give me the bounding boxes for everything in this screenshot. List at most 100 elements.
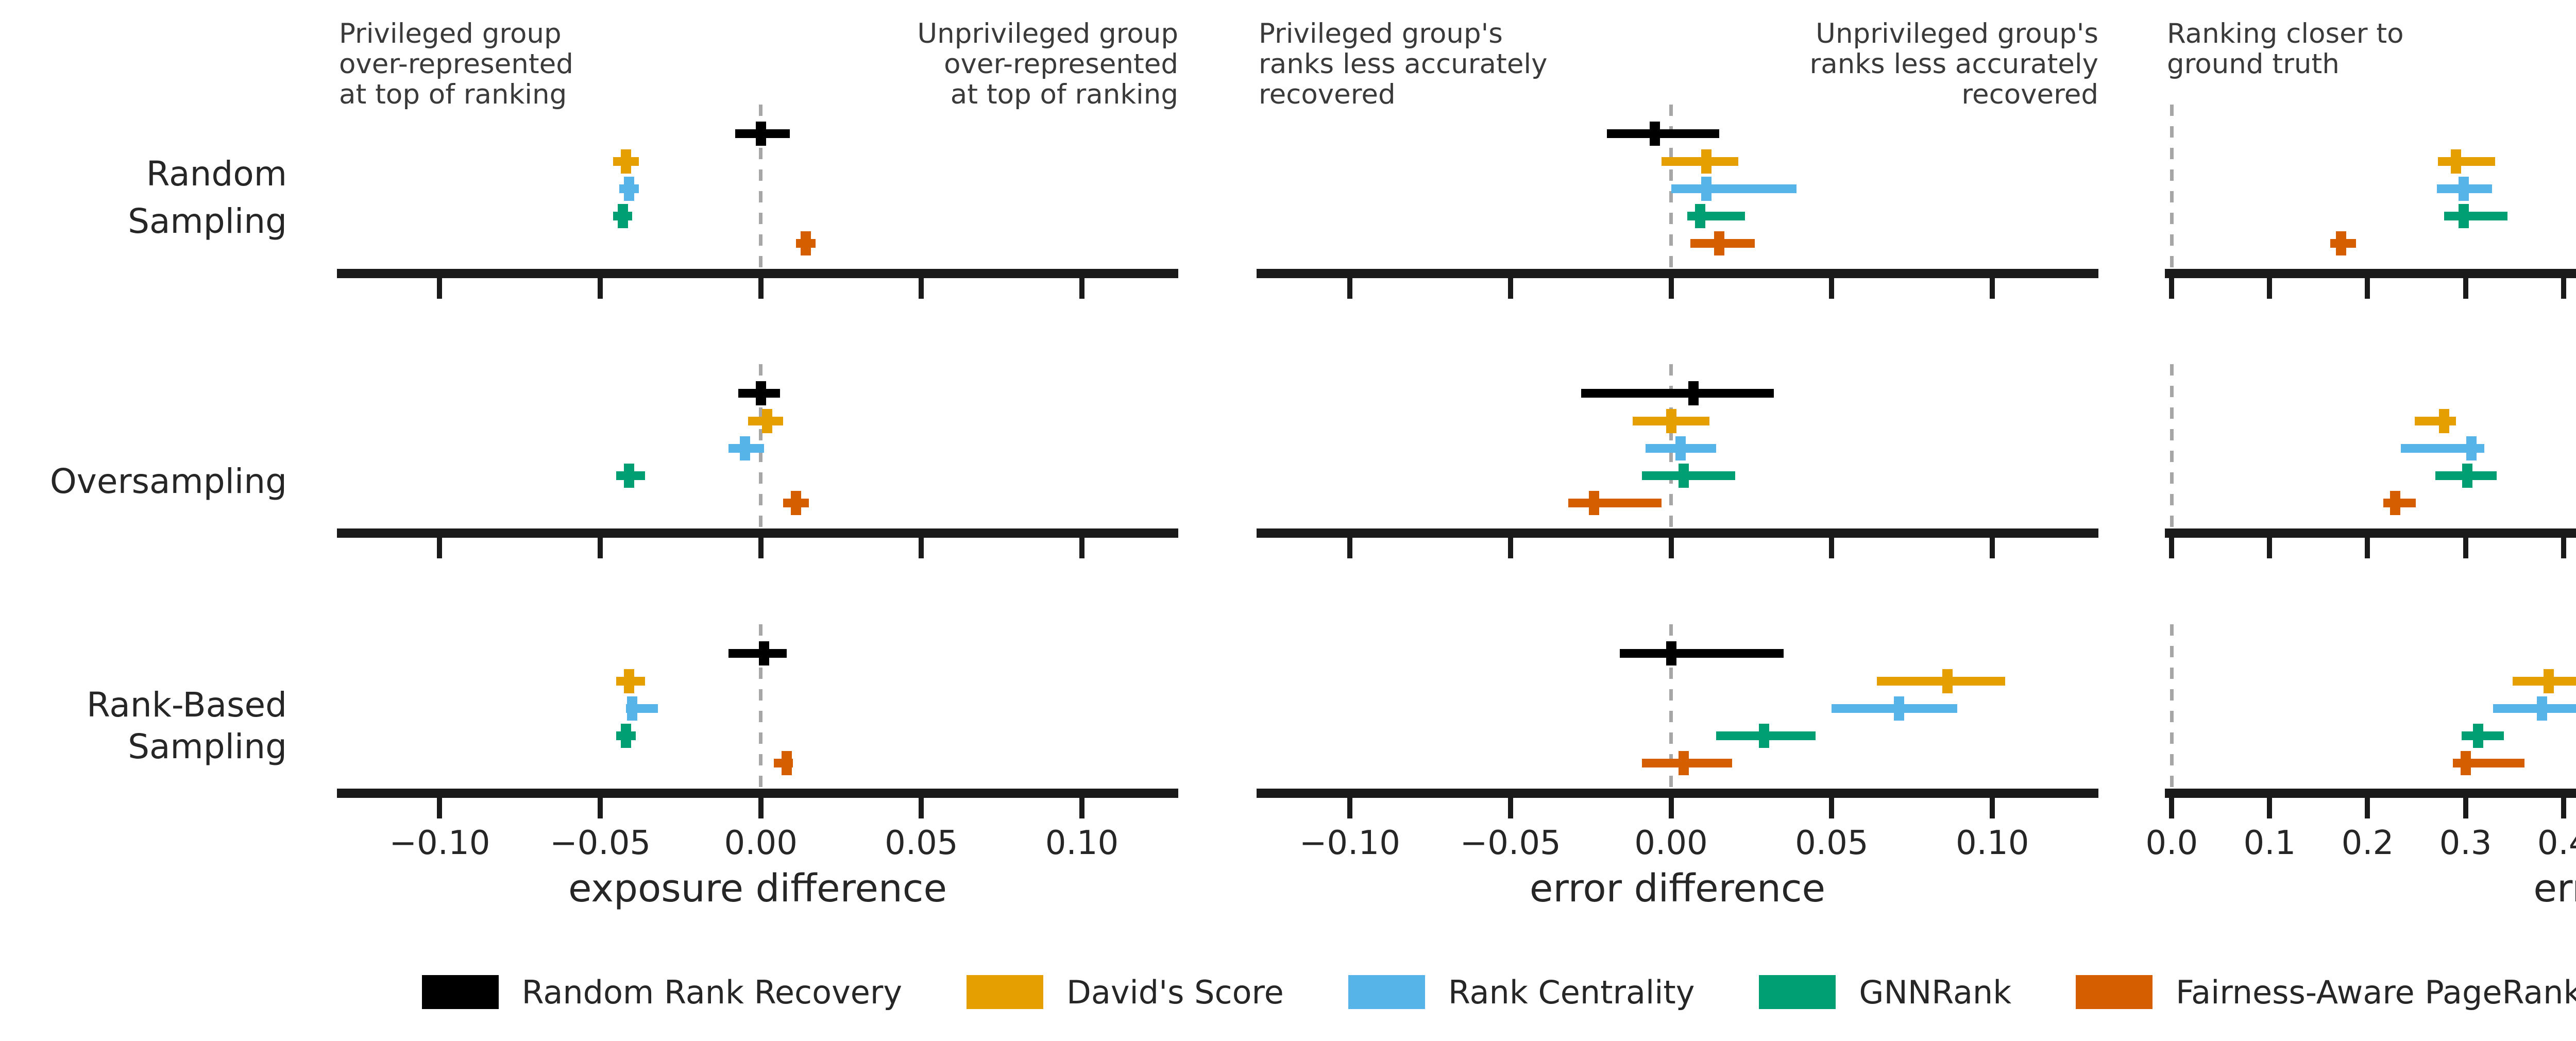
x-axis-tick bbox=[2365, 278, 2370, 299]
x-axis-tick bbox=[2365, 798, 2370, 818]
row-label-random: Random bbox=[146, 154, 287, 194]
x-axis-tick bbox=[1990, 278, 1995, 299]
x-axis-tick bbox=[919, 538, 924, 558]
errorbar-random-rank-recovery bbox=[1581, 388, 1774, 398]
point-marker-rank-centrality bbox=[2536, 696, 2547, 721]
x-axis-tick bbox=[1347, 798, 1352, 818]
x-axis-tick bbox=[1347, 278, 1352, 299]
x-tick-label: 0.5 bbox=[2558, 824, 2576, 862]
point-marker-fairness-aware-pagerank bbox=[2460, 750, 2471, 775]
x-axis-tick bbox=[1507, 538, 1513, 558]
legend-label: Fairness-Aware PageRank bbox=[2176, 973, 2576, 1011]
x-axis-spine bbox=[337, 269, 1178, 278]
legend-swatch bbox=[2076, 975, 2153, 1009]
legend: Random Rank Recovery David's Score Rank Ce… bbox=[0, 971, 2576, 1013]
errorbar-gnnrank bbox=[2444, 211, 2508, 220]
x-axis-tick bbox=[1668, 538, 1674, 558]
x-axis-tick bbox=[1079, 798, 1084, 818]
annotation-left-col1: ranks less accurately bbox=[1259, 48, 1548, 80]
point-marker-david-s-score bbox=[762, 408, 773, 433]
annotation-left-col2: Ranking closer to bbox=[2167, 18, 2404, 49]
annotation-left-col0: at top of ranking bbox=[339, 79, 567, 110]
x-axis-tick bbox=[1990, 538, 1995, 558]
point-marker-gnnrank bbox=[2473, 723, 2484, 748]
point-marker-fairness-aware-pagerank bbox=[1714, 231, 1725, 255]
x-axis-tick bbox=[1079, 278, 1084, 299]
annotation-right-col1: recovered bbox=[1961, 79, 2098, 110]
x-axis-tick bbox=[1829, 798, 1835, 818]
point-marker-gnnrank bbox=[2458, 203, 2469, 228]
point-marker-rank-centrality bbox=[739, 436, 750, 460]
annotation-left-col2: ground truth bbox=[2167, 48, 2340, 80]
row-label-sampling: Sampling bbox=[128, 201, 287, 241]
x-axis-tick bbox=[1990, 798, 1995, 818]
point-marker-fairness-aware-pagerank bbox=[1679, 750, 1689, 775]
point-marker-gnnrank bbox=[620, 723, 631, 748]
point-marker-rank-centrality bbox=[1675, 436, 1686, 460]
row-label-sampling: Sampling bbox=[128, 727, 287, 766]
x-tick-label: −0.05 bbox=[550, 824, 651, 862]
x-axis-spine bbox=[2165, 528, 2576, 538]
x-tick-label: 0.10 bbox=[1045, 824, 1119, 862]
zero-reference-line bbox=[2170, 624, 2174, 793]
x-axis-tick bbox=[2169, 798, 2175, 818]
x-axis-label-exposure-difference: exposure difference bbox=[568, 866, 947, 911]
zero-reference-line bbox=[1669, 624, 1673, 793]
legend-swatch bbox=[1759, 975, 1836, 1009]
x-axis-tick bbox=[1507, 798, 1513, 818]
errorbar-random-rank-recovery bbox=[1619, 649, 1784, 658]
x-axis-spine bbox=[337, 789, 1178, 798]
point-marker-random-rank-recovery bbox=[1688, 381, 1699, 405]
x-axis-tick bbox=[1347, 538, 1352, 558]
annotation-right-col0: at top of ranking bbox=[950, 79, 1178, 110]
x-axis-tick bbox=[919, 278, 924, 299]
x-axis-tick bbox=[437, 538, 443, 558]
legend-label: GNNRank bbox=[1859, 973, 2012, 1011]
x-tick-label: −0.10 bbox=[1299, 824, 1400, 862]
x-axis-tick bbox=[2267, 798, 2273, 818]
point-marker-rank-centrality bbox=[1894, 696, 1905, 721]
zero-reference-line bbox=[759, 105, 763, 274]
x-axis-tick bbox=[2169, 538, 2175, 558]
x-tick-label: 0.00 bbox=[724, 824, 798, 862]
x-axis-tick bbox=[2561, 798, 2566, 818]
errorbar-rank-centrality bbox=[2493, 704, 2576, 713]
annotation-right-col2: from ground truth bbox=[2376, 49, 2576, 79]
point-marker-gnnrank bbox=[1679, 463, 1689, 488]
x-axis-tick bbox=[2463, 798, 2468, 818]
annotation-right-col2: Ranking further away bbox=[2376, 19, 2576, 49]
x-axis-tick bbox=[437, 798, 443, 818]
errorbar-random-rank-recovery bbox=[1606, 129, 1720, 138]
x-axis-spine bbox=[1257, 789, 2098, 798]
x-axis-tick bbox=[2267, 278, 2273, 299]
point-marker-random-rank-recovery bbox=[1650, 121, 1660, 146]
legend-label: David's Score bbox=[1066, 973, 1284, 1011]
zero-reference-line bbox=[2170, 105, 2174, 274]
point-marker-david-s-score bbox=[1666, 408, 1676, 433]
point-marker-david-s-score bbox=[2450, 149, 2461, 174]
point-marker-david-s-score bbox=[1942, 669, 1953, 693]
point-marker-david-s-score bbox=[620, 149, 631, 174]
x-axis-tick bbox=[1668, 798, 1674, 818]
x-tick-label: −0.10 bbox=[389, 824, 490, 862]
x-axis-tick bbox=[1079, 538, 1084, 558]
x-axis-tick bbox=[2463, 538, 2468, 558]
annotation-right-col1: ranks less accurately bbox=[1809, 48, 2098, 80]
point-marker-gnnrank bbox=[2462, 463, 2473, 488]
point-marker-david-s-score bbox=[624, 669, 635, 693]
annotation-left-col0: Privileged group bbox=[339, 18, 562, 49]
x-axis-spine bbox=[337, 528, 1178, 538]
errorbar-rank-centrality bbox=[2401, 443, 2484, 453]
legend-item-rank-centrality: Rank Centrality bbox=[1348, 974, 1694, 1011]
errorbar-david-s-score bbox=[1661, 157, 1739, 166]
x-axis-tick bbox=[758, 278, 764, 299]
zero-reference-line bbox=[2170, 364, 2174, 533]
x-axis-tick bbox=[1829, 278, 1835, 299]
x-axis-tick bbox=[1507, 278, 1513, 299]
x-tick-label: 0.2 bbox=[2341, 824, 2394, 862]
errorbar-fairness-aware-pagerank bbox=[1568, 498, 1662, 507]
point-marker-rank-centrality bbox=[627, 696, 638, 721]
x-tick-label: 0.4 bbox=[2537, 824, 2576, 862]
x-tick-label: 0.10 bbox=[1955, 824, 2029, 862]
